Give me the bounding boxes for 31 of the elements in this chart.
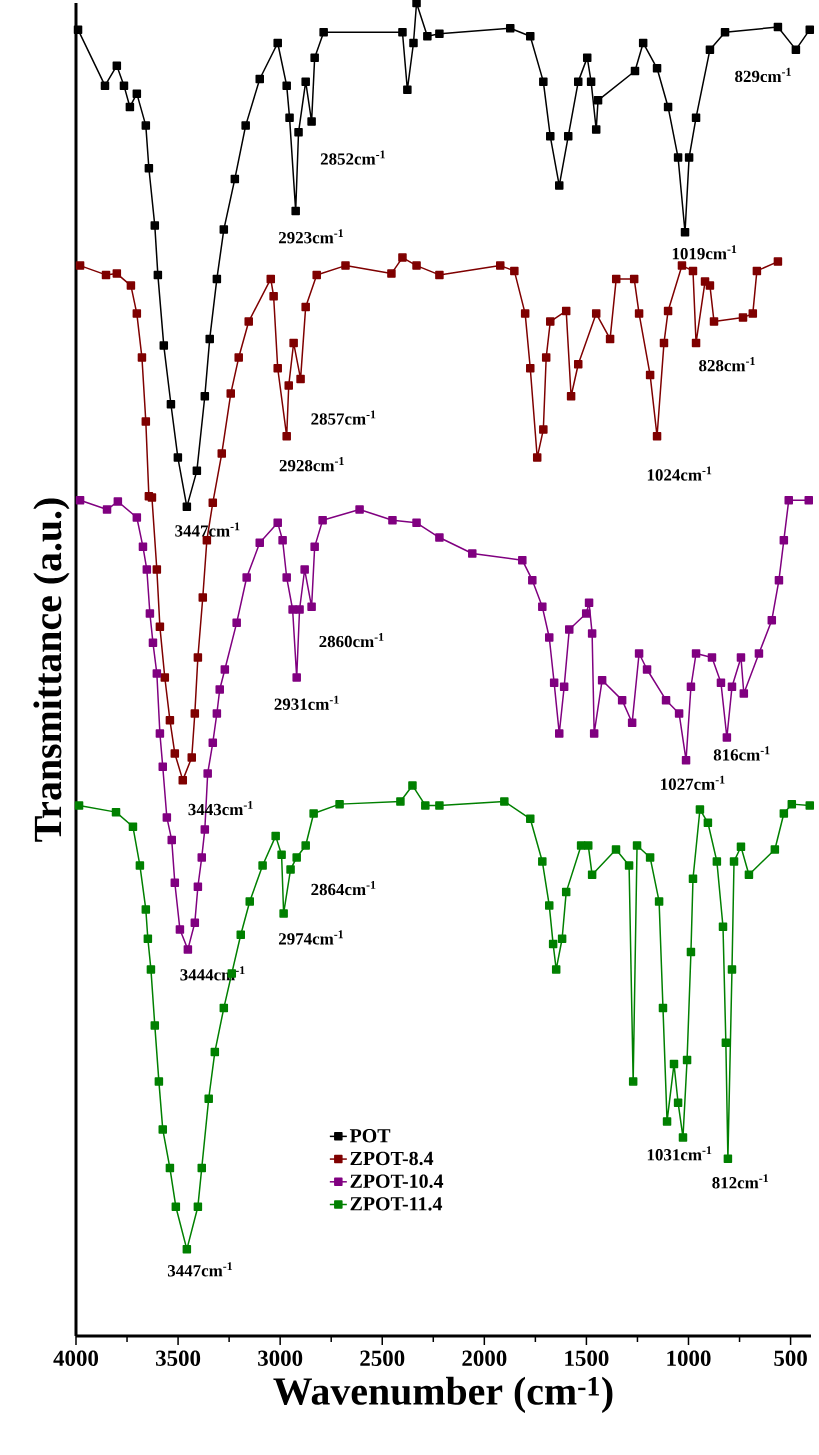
annotation: 1027cm$^{-1}$ [661,775,725,790]
annotation: 2928cm$^{-1}$ [279,457,344,472]
annotation: 2923cm$^{-1}$ [278,229,344,244]
annotation: 2860cm$^{-1}$ [319,633,384,648]
annotation: 812cm$^{-1}$ [712,1174,769,1189]
annotation: 2857cm$^{-1}$ [311,410,376,425]
y-axis-title: Transmittance (a.u.) [33,498,70,842]
x-tick-label: 2500 [360,1350,405,1366]
x-tick-label: 500 [774,1350,807,1366]
x-tick-label: 3500 [156,1350,201,1366]
annotation: 3447cm$^{-1}$ [167,1262,233,1277]
x-axis-title: Wavenumber (cm$^{-1}$) [273,1376,613,1413]
x-tick-label: 1000 [667,1350,711,1366]
annotation: 2864cm$^{-1}$ [311,880,376,896]
x-tick-label: 4000 [53,1350,99,1366]
x-tick-label: 3000 [258,1350,303,1366]
annotation: 1031cm$^{-1}$ [647,1146,712,1161]
x-tick-label: 2000 [462,1350,507,1366]
annotation: 2974cm$^{-1}$ [278,930,344,945]
legend-label: ZPOT-10.4 [350,1174,444,1188]
legend-label: ZPOT-8.4 [350,1151,434,1166]
annotation: 828cm$^{-1}$ [699,357,755,372]
annotation: 1019cm$^{-1}$ [672,245,737,260]
annotation: 2852cm$^{-1}$ [320,150,385,165]
legend-label: ZPOT-11.4 [350,1197,443,1211]
annotation: 816cm$^{-1}$ [713,746,770,761]
annotation: 1024cm$^{-1}$ [647,466,712,481]
legend-label: POT [349,1129,391,1143]
annotation: 2931cm$^{-1}$ [274,695,339,710]
x-tick-label: 1500 [565,1350,609,1366]
annotation: 829cm$^{-1}$ [735,67,791,83]
